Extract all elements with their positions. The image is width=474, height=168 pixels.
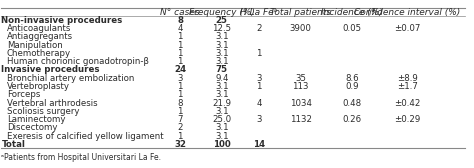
Text: 3.1: 3.1: [215, 107, 228, 116]
Text: 3.1: 3.1: [215, 132, 228, 141]
Text: Incidence (%): Incidence (%): [321, 8, 383, 17]
Text: 3.1: 3.1: [215, 49, 228, 58]
Text: 1: 1: [177, 90, 183, 99]
Text: 0.9: 0.9: [345, 82, 358, 91]
Text: 0.48: 0.48: [342, 98, 361, 108]
Text: 1: 1: [177, 132, 183, 141]
Text: 4: 4: [177, 24, 183, 33]
Text: 2: 2: [177, 123, 183, 132]
Text: 12.5: 12.5: [212, 24, 231, 33]
Text: Laminectomy: Laminectomy: [7, 115, 65, 124]
Text: 1: 1: [177, 107, 183, 116]
Text: Frequency (%): Frequency (%): [189, 8, 255, 17]
Text: ᵃPatients from Hospital Universitari La Fe.: ᵃPatients from Hospital Universitari La …: [1, 153, 161, 162]
Text: 113: 113: [292, 82, 309, 91]
Text: 3.1: 3.1: [215, 123, 228, 132]
Text: Human chorionic gonadotropin-β: Human chorionic gonadotropin-β: [7, 57, 149, 66]
Text: 1034: 1034: [290, 98, 312, 108]
Text: Scoliosis surgery: Scoliosis surgery: [7, 107, 80, 116]
Text: N° cases: N° cases: [160, 8, 200, 17]
Text: 32: 32: [174, 140, 186, 149]
Text: 21.9: 21.9: [212, 98, 231, 108]
Text: 1: 1: [177, 82, 183, 91]
Text: 14: 14: [253, 140, 265, 149]
Text: 1: 1: [256, 49, 262, 58]
Text: Confidence interval (%): Confidence interval (%): [354, 8, 461, 17]
Text: 1132: 1132: [290, 115, 312, 124]
Text: 3: 3: [256, 74, 262, 83]
Text: Vertebral arthrodesis: Vertebral arthrodesis: [7, 98, 98, 108]
Text: Total: Total: [1, 140, 25, 149]
Text: 2: 2: [256, 24, 262, 33]
Text: 100: 100: [213, 140, 231, 149]
Text: 1: 1: [177, 49, 183, 58]
Text: Discectomy: Discectomy: [7, 123, 57, 132]
Text: 1: 1: [177, 32, 183, 41]
Text: 3.1: 3.1: [215, 82, 228, 91]
Text: 3: 3: [256, 115, 262, 124]
Text: Invasive procedures: Invasive procedures: [1, 66, 100, 74]
Text: 3.1: 3.1: [215, 32, 228, 41]
Text: Antiaggregants: Antiaggregants: [7, 32, 73, 41]
Text: ±0.42: ±0.42: [394, 98, 420, 108]
Text: Non-invasive procedures: Non-invasive procedures: [1, 16, 123, 25]
Text: Manipulation: Manipulation: [7, 41, 63, 50]
Text: Vertebroplasty: Vertebroplasty: [7, 82, 70, 91]
Text: 75: 75: [216, 66, 228, 74]
Text: 25: 25: [216, 16, 228, 25]
Text: Total patients: Total patients: [270, 8, 331, 17]
Text: 8.6: 8.6: [345, 74, 358, 83]
Text: 35: 35: [295, 74, 306, 83]
Text: 8: 8: [177, 16, 183, 25]
Text: ±0.29: ±0.29: [394, 115, 420, 124]
Text: 0.05: 0.05: [342, 24, 361, 33]
Text: H La Feᵃ: H La Feᵃ: [240, 8, 277, 17]
Text: 0.26: 0.26: [342, 115, 361, 124]
Text: 25.0: 25.0: [212, 115, 231, 124]
Text: 3.1: 3.1: [215, 41, 228, 50]
Text: 24: 24: [174, 66, 186, 74]
Text: Forceps: Forceps: [7, 90, 40, 99]
Text: ±1.7: ±1.7: [397, 82, 418, 91]
Text: Chemotherapy: Chemotherapy: [7, 49, 71, 58]
Text: 8: 8: [177, 98, 183, 108]
Text: 1: 1: [256, 82, 262, 91]
Text: 3900: 3900: [290, 24, 311, 33]
Text: 7: 7: [177, 115, 183, 124]
Text: ±8.9: ±8.9: [397, 74, 418, 83]
Text: Exeresis of calcified yellow ligament: Exeresis of calcified yellow ligament: [7, 132, 164, 141]
Text: 3.1: 3.1: [215, 57, 228, 66]
Text: Anticoagulants: Anticoagulants: [7, 24, 71, 33]
Text: 1: 1: [177, 41, 183, 50]
Text: 4: 4: [256, 98, 262, 108]
Text: ±0.07: ±0.07: [394, 24, 420, 33]
Text: 1: 1: [177, 57, 183, 66]
Text: 3: 3: [177, 74, 183, 83]
Text: 3.1: 3.1: [215, 90, 228, 99]
Text: Bronchial artery embolization: Bronchial artery embolization: [7, 74, 134, 83]
Text: 9.4: 9.4: [215, 74, 228, 83]
